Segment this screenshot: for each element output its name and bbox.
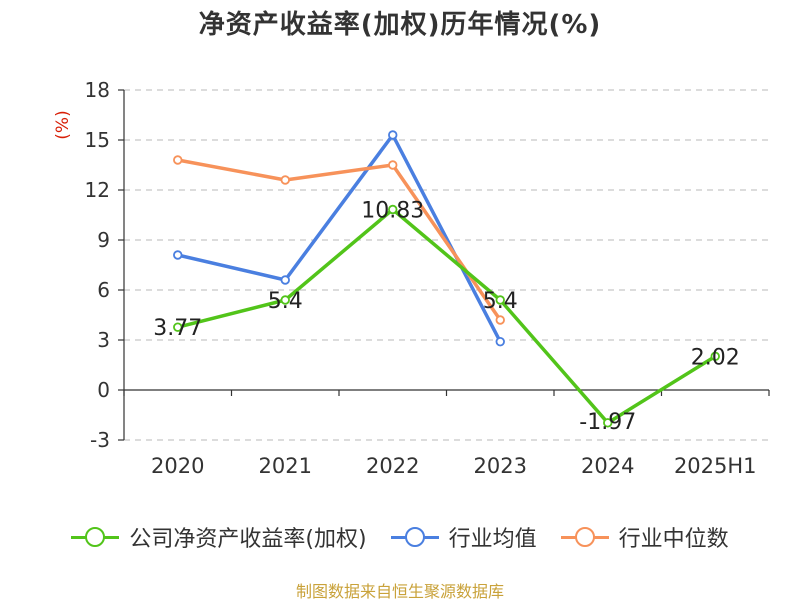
data-labels: 3.77 5.4 10.83 5.4 -1.97 2.02	[153, 199, 739, 435]
y-tick-label: 15	[85, 128, 110, 152]
x-tick-label: 2024	[581, 454, 634, 478]
series-line-1	[176, 133, 502, 344]
y-tick-label: 9	[97, 228, 110, 252]
data-point	[495, 315, 505, 325]
legend: 公司净资产收益率(加权) 行业均值 行业中位数	[0, 520, 800, 554]
source-note: 制图数据来自恒生聚源数据库	[295, 582, 504, 601]
legend-swatch-icon	[560, 527, 609, 547]
data-point	[280, 295, 290, 305]
series-line-0	[176, 207, 717, 425]
data-label: 2.02	[691, 345, 740, 370]
legend-label: 行业中位数	[618, 527, 729, 552]
x-tick-label: 2025H1	[674, 454, 757, 478]
data-point	[173, 155, 183, 165]
legend-item[interactable]: 公司净资产收益率(加权)	[71, 521, 367, 553]
x-tick-label: 2023	[474, 454, 527, 478]
y-tick-label: 18	[85, 78, 110, 102]
data-point	[603, 418, 613, 428]
x-tick-label: 2020	[151, 454, 204, 478]
data-point	[280, 275, 290, 285]
legend-item[interactable]: 行业均值	[390, 521, 537, 553]
axes: 18 15 12 9 6 3 0 -3 2020 2021 2022 2023 2024 2025H1 (%…	[53, 78, 770, 478]
legend-swatch-icon	[390, 527, 439, 547]
data-point	[495, 295, 505, 305]
series-lines	[176, 133, 717, 425]
legend-label: 公司净资产收益率(加权)	[129, 527, 367, 552]
x-tick-label: 2021	[259, 454, 312, 478]
data-point	[495, 336, 505, 347]
y-tick-label: 12	[85, 178, 110, 202]
y-tick-label: 3	[97, 328, 110, 352]
legend-label: 行业均值	[448, 527, 537, 552]
y-tick-label: -3	[90, 428, 110, 452]
data-label: 3.77	[153, 316, 202, 341]
series-line-2	[176, 158, 502, 322]
data-label: -1.97	[579, 410, 636, 435]
data-point	[173, 322, 183, 332]
legend-item[interactable]: 行业中位数	[560, 521, 729, 553]
data-point	[388, 130, 398, 140]
data-point	[388, 204, 398, 215]
data-point	[280, 175, 290, 185]
legend-swatch-icon	[71, 527, 120, 547]
y-axis-label: (%)	[53, 110, 73, 139]
y-tick-label: 0	[97, 378, 110, 402]
data-point	[388, 160, 398, 170]
data-point	[710, 351, 720, 362]
series-points	[173, 130, 720, 428]
x-tick-label: 2022	[366, 454, 419, 478]
y-tick-label: 6	[97, 278, 110, 302]
data-label: 10.83	[361, 199, 424, 224]
data-point	[173, 250, 183, 260]
chart-title: 净资产收益率(加权)历年情况(%)	[198, 10, 602, 40]
data-label: 5.4	[268, 289, 303, 314]
data-label: 5.4	[483, 289, 518, 314]
